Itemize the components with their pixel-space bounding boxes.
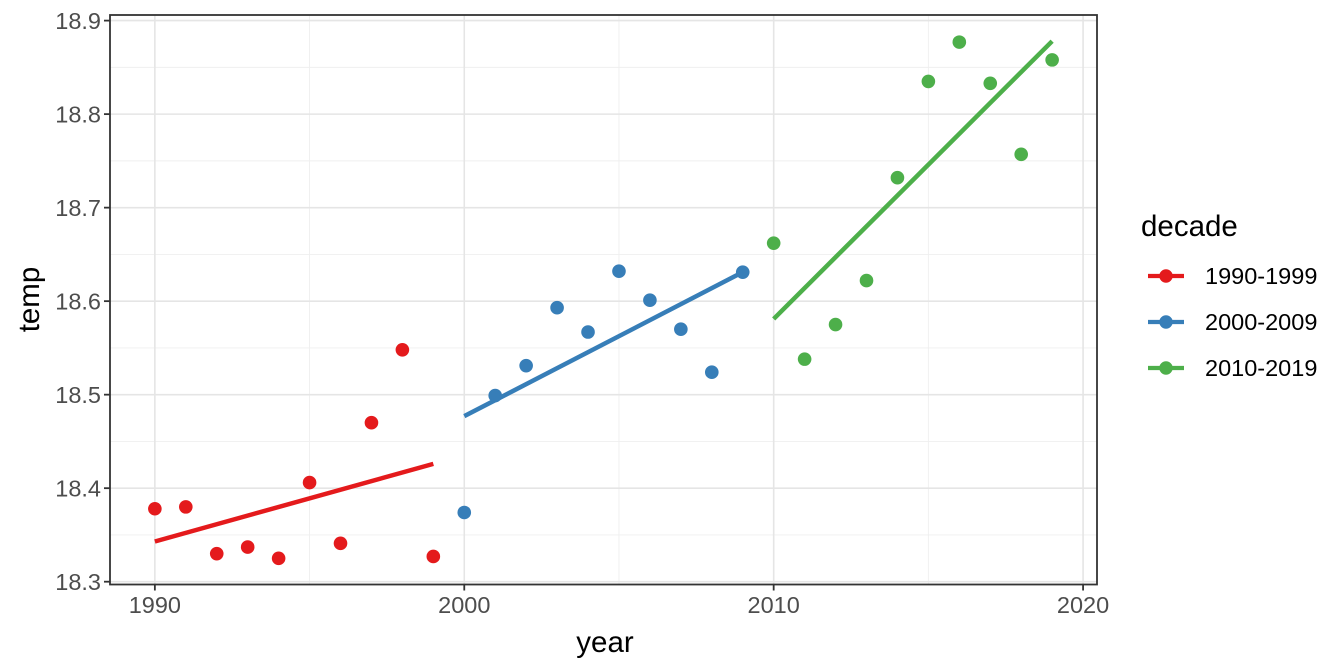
y-axis-title: temp xyxy=(13,267,46,333)
legend: decade 1990-1999 2000-2009 2010-2019 xyxy=(1141,210,1317,382)
legend-key-line-dot-icon xyxy=(1148,269,1184,283)
svg-text:18.9: 18.9 xyxy=(55,8,101,34)
svg-text:1990: 1990 xyxy=(129,592,181,618)
plot-panel: 1990 2000 2010 2020 18.3 18.4 18.5 18.6 18.7 18.8… xyxy=(55,8,1109,618)
svg-text:18.8: 18.8 xyxy=(55,102,101,128)
svg-text:2000: 2000 xyxy=(438,592,490,618)
svg-text:2020: 2020 xyxy=(1057,592,1109,618)
svg-text:18.7: 18.7 xyxy=(55,195,101,221)
legend-title: decade xyxy=(1141,210,1238,243)
legend-item-1990-1999: 1990-1999 xyxy=(1147,262,1317,290)
legend-item-label: 2000-2009 xyxy=(1205,308,1318,335)
svg-text:18.3: 18.3 xyxy=(55,569,101,595)
svg-text:18.6: 18.6 xyxy=(55,289,101,315)
legend-item-2000-2009: 2000-2009 xyxy=(1147,308,1317,336)
svg-text:2010: 2010 xyxy=(748,592,800,618)
legend-item-label: 2010-2019 xyxy=(1205,354,1318,381)
legend-key-line-dot-icon xyxy=(1148,315,1184,329)
svg-text:18.4: 18.4 xyxy=(55,476,101,502)
legend-key-line-dot-icon xyxy=(1148,361,1184,375)
svg-text:18.5: 18.5 xyxy=(55,382,101,408)
legend-item-label: 1990-1999 xyxy=(1205,262,1318,289)
x-axis-title: year xyxy=(576,626,634,659)
legend-item-2010-2019: 2010-2019 xyxy=(1147,354,1317,382)
